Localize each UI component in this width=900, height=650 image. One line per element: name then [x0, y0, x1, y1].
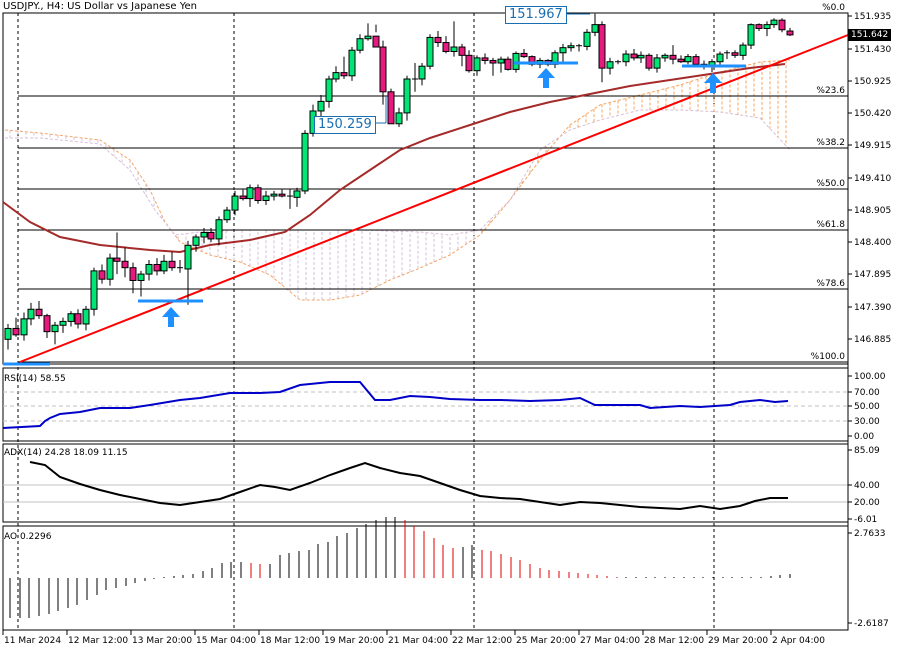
axis-tick-label: 20.00: [854, 498, 880, 508]
axis-tick-label: 2.7633: [854, 529, 886, 539]
axis-tick-label: 149.410: [854, 174, 891, 184]
axis-tick-label: 151.430: [854, 45, 891, 55]
fib-level-label: %23.6: [816, 86, 845, 96]
time-tick-label: 11 Mar 2024: [4, 636, 61, 646]
swing-high-callout[interactable]: 151.967: [505, 6, 567, 24]
ao-pane: [9, 517, 791, 618]
fib-level-label: %0.0: [822, 3, 845, 13]
fib-level-label: %61.8: [816, 220, 845, 230]
time-tick-label: 2 Apr 04:00: [772, 636, 825, 646]
rsi-pane: [2, 381, 848, 429]
axis-tick-label: 149.915: [854, 141, 891, 151]
axis-tick-label: 70.00: [854, 388, 880, 398]
fib-level-label: %78.6: [816, 279, 845, 289]
time-tick-label: 22 Mar 12:00: [452, 636, 512, 646]
axis-tick-label: -2.6187: [854, 619, 889, 629]
up-arrow-icon: [537, 68, 555, 88]
axis-tick-label: 40.00: [854, 481, 880, 491]
axis-tick-label: 100.00: [854, 372, 886, 382]
time-tick-label: 19 Mar 20:00: [324, 636, 384, 646]
time-tick-label: 27 Mar 04:00: [580, 636, 640, 646]
rsi-label: RSI(14) 58.55: [4, 374, 66, 384]
time-tick-label: 12 Mar 12:00: [68, 636, 128, 646]
axis-tick-label: 150.925: [854, 77, 891, 87]
axis-tick-label: 151.935: [854, 12, 891, 22]
axis-tick-label: 148.905: [854, 206, 891, 216]
axis-tick-label: 85.09: [854, 446, 880, 456]
time-tick-label: 15 Mar 04:00: [196, 636, 256, 646]
chart-title: USDJPY., H4: US Dollar vs Japanese Yen: [3, 1, 197, 12]
ao-label: AO 0.2296: [4, 532, 52, 542]
up-arrow-icon: [704, 73, 722, 93]
axis-tick-label: 148.400: [854, 238, 891, 248]
moving-average-line: [2, 63, 786, 254]
axis-tick-label: 147.895: [854, 270, 891, 280]
fib-level-label: %50.0: [816, 179, 845, 189]
axis-tick-label: 147.390: [854, 303, 891, 313]
adx-pane: [3, 461, 848, 511]
fibonacci-levels[interactable]: %0.0 %23.6 %38.2 %50.0 %61.8 %78.6 %100.0: [18, 3, 848, 363]
time-tick-label: 18 Mar 12:00: [260, 636, 320, 646]
time-tick-label: 21 Mar 04:00: [388, 636, 448, 646]
fib-level-label: %38.2: [816, 138, 845, 148]
candlesticks: [4, 13, 794, 350]
axis-tick-label: 146.885: [854, 335, 891, 345]
fib-level-label: %100.0: [811, 352, 846, 362]
axis-tick-label: 0.00: [854, 432, 874, 442]
time-tick-label: 28 Mar 12:00: [644, 636, 704, 646]
axis-tick-label: 50.00: [854, 402, 880, 412]
up-arrow-icon: [162, 307, 180, 327]
current-price-tag: 151.642: [848, 29, 892, 41]
axes: 151.935 151.430 150.925 150.420 149.915 149.4…: [2, 12, 891, 646]
time-tick-label: 25 Mar 20:00: [516, 636, 576, 646]
axis-tick-label: 150.420: [854, 109, 891, 119]
adx-label: ADX(14) 24.28 18.09 11.15: [4, 448, 128, 458]
axis-tick-label: 30.00: [854, 417, 880, 427]
axis-tick-label: -6.01: [854, 515, 877, 525]
time-tick-label: 29 Mar 20:00: [708, 636, 768, 646]
support-markers: [3, 13, 746, 366]
swing-low-callout[interactable]: 150.259: [314, 116, 376, 134]
time-tick-label: 13 Mar 20:00: [132, 636, 192, 646]
